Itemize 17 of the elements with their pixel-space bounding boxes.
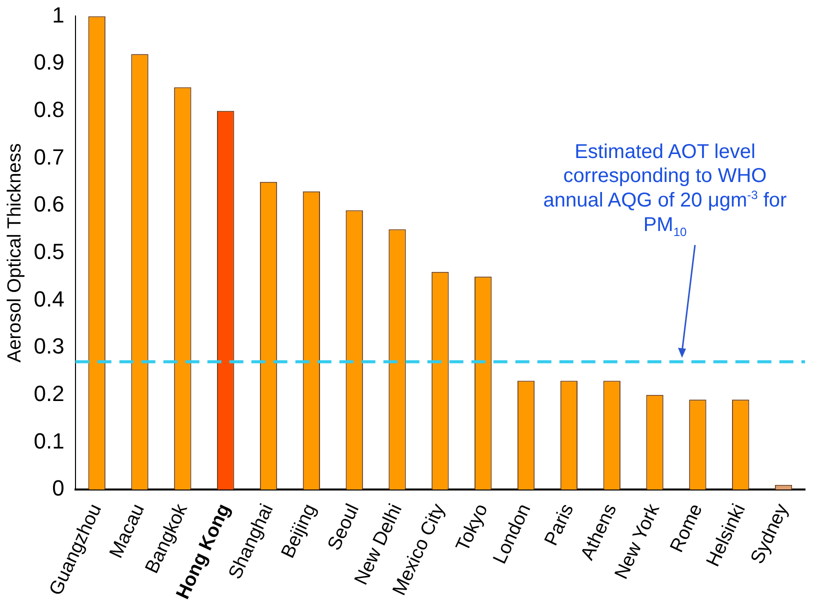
x-tick-label: Rome xyxy=(666,500,707,556)
y-tick-label: 0.9 xyxy=(34,50,64,75)
x-tick-label: Seoul xyxy=(324,500,364,554)
y-tick-label: 0 xyxy=(52,476,64,501)
y-tick-label: 0.6 xyxy=(34,192,64,217)
text: Estimated AOT level corresponding to WHO annual AQG of 20 μgm$^{-3}$ for PM$_{10}$ xyxy=(543,141,787,239)
x-tick-label: Paris xyxy=(540,500,578,549)
y-tick-label: 1 xyxy=(52,2,64,28)
y-tick-label: 0.3 xyxy=(34,334,64,359)
x-tick-label: Tokyo xyxy=(452,500,492,555)
y-tick-label: 0.4 xyxy=(34,286,64,312)
y-tick-label: 0.5 xyxy=(34,238,64,264)
y-tick-label: 0.2 xyxy=(34,380,64,406)
y-tick-label: 0.1 xyxy=(34,428,64,454)
y-tick-label: 0.7 xyxy=(34,144,64,170)
y-axis-title: Aerosol Optical Thickness xyxy=(4,143,26,363)
y-tick-label: 0.8 xyxy=(34,96,64,122)
